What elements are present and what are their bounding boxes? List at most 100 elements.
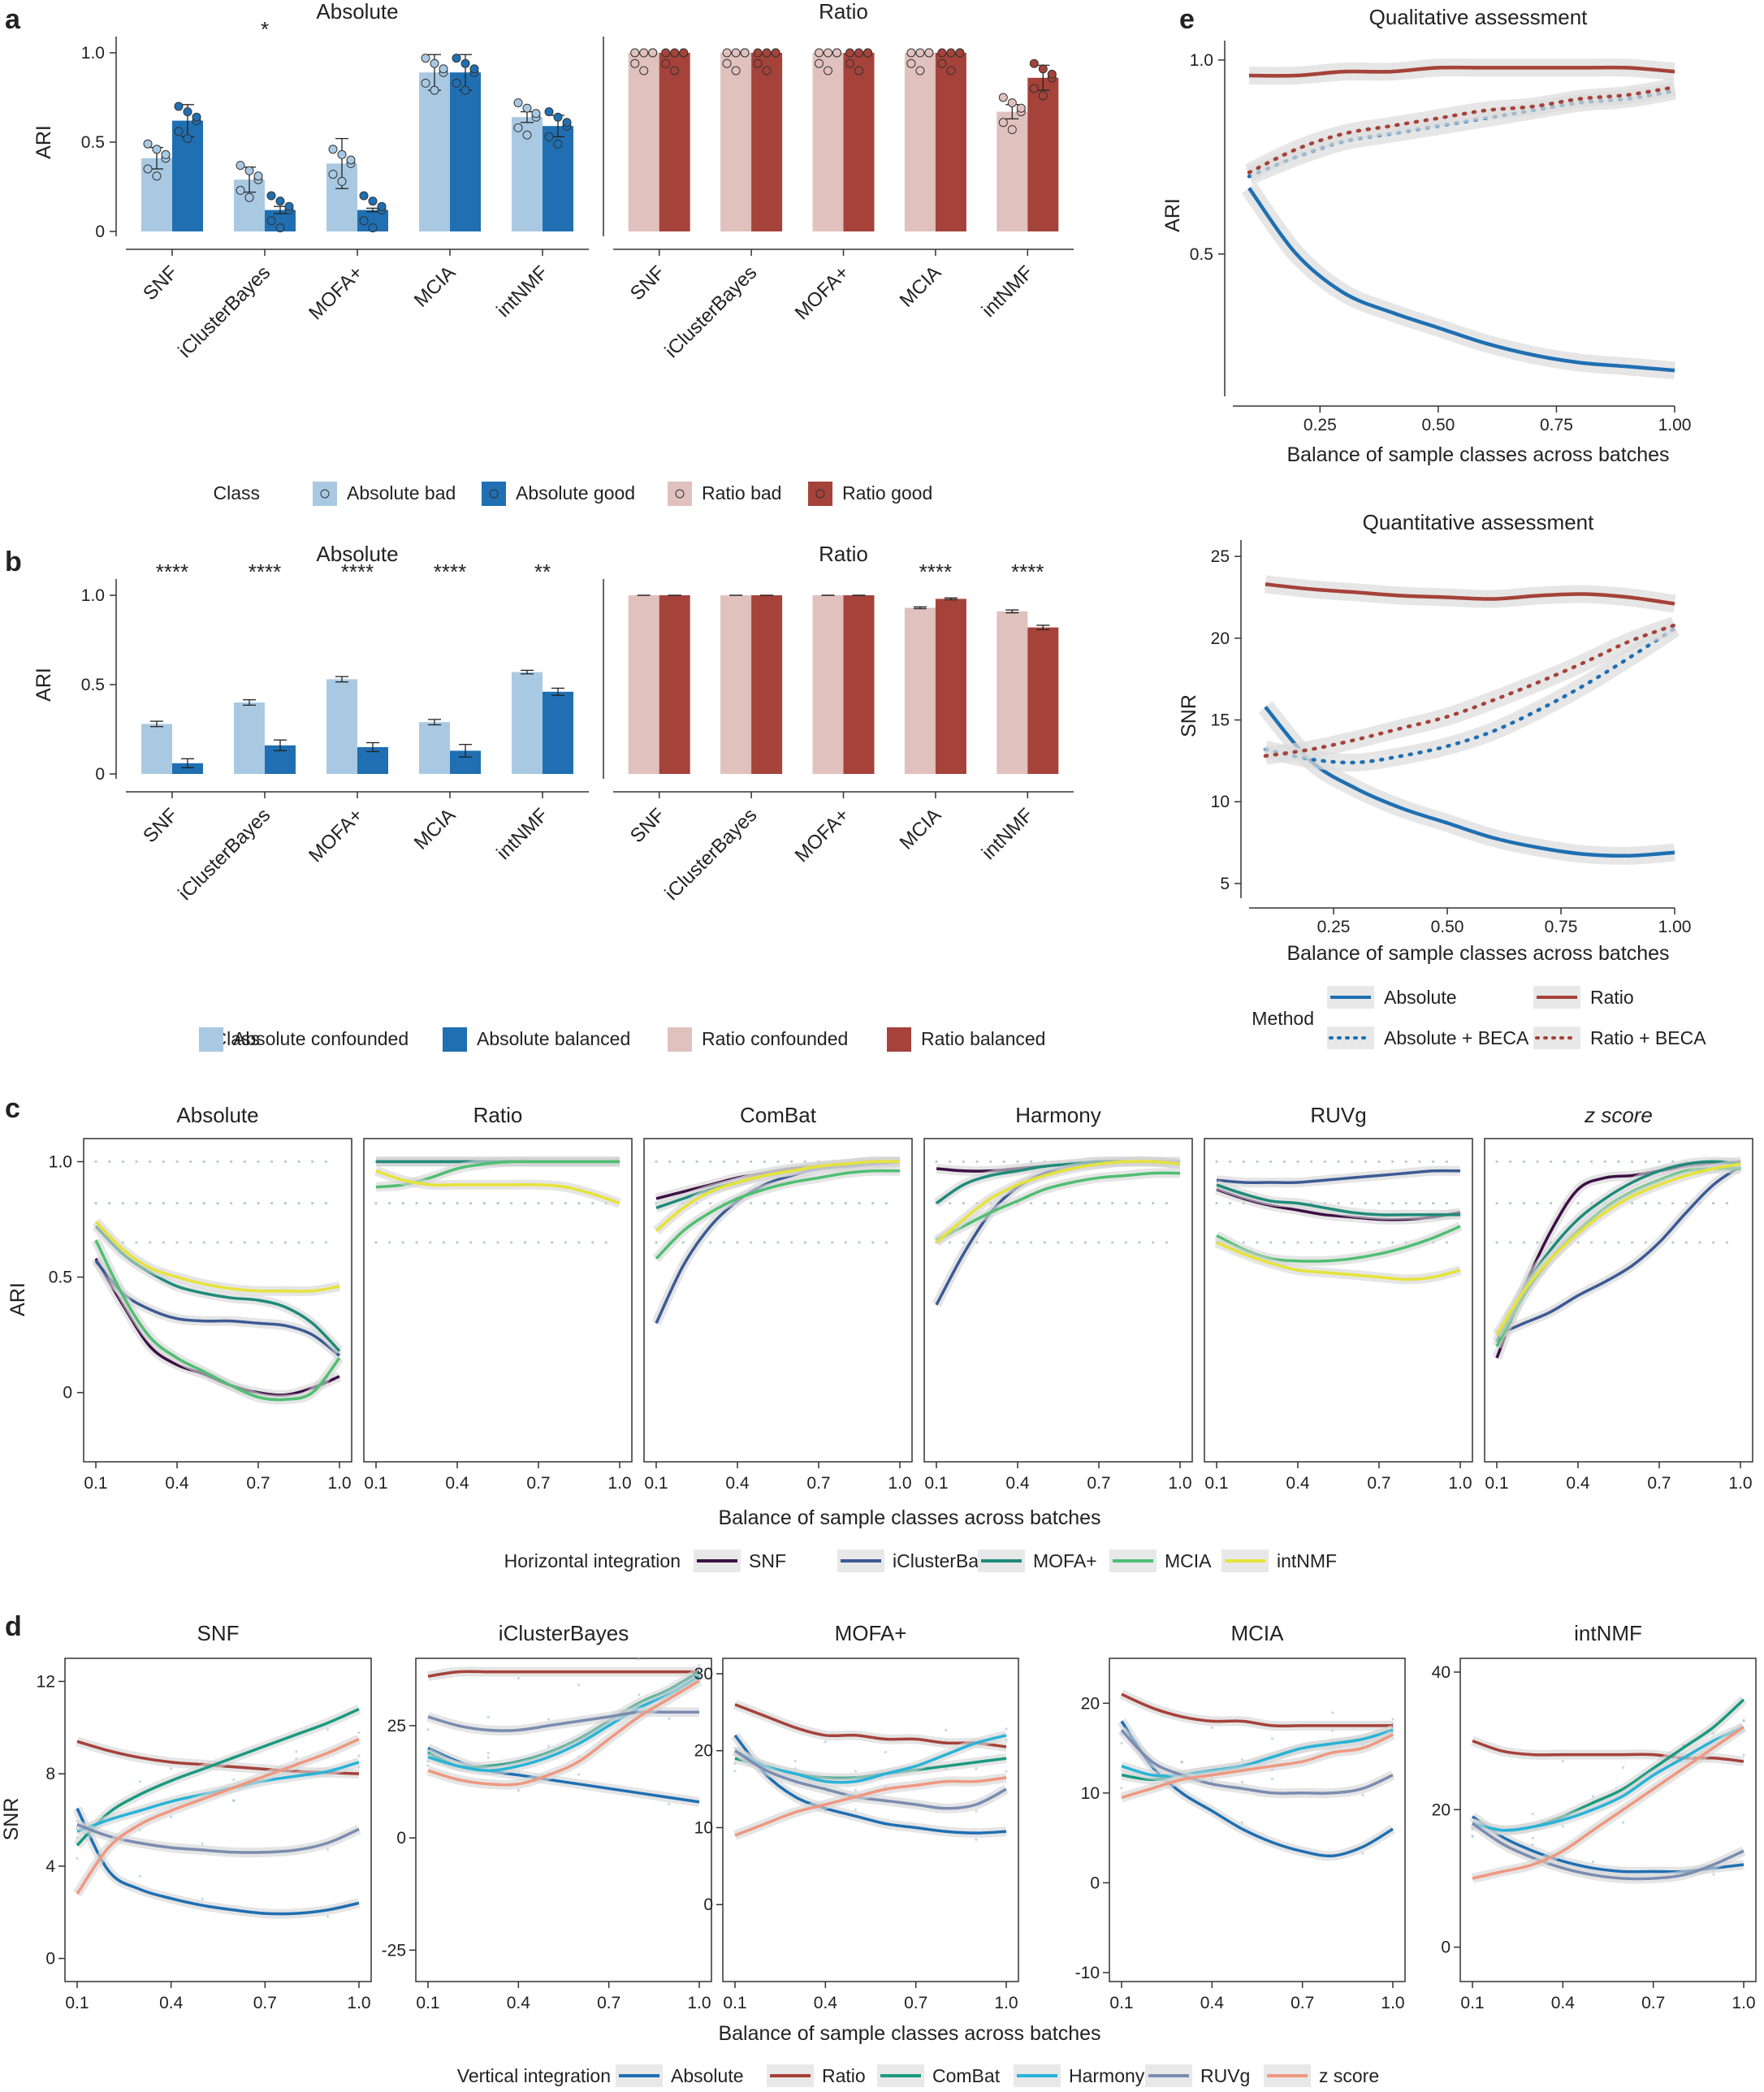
a-legend-label: Ratio good <box>842 482 932 504</box>
b-y-tick-label: 0.5 <box>81 676 105 694</box>
b-legend-swatch <box>199 1027 223 1052</box>
c-scatter-point <box>1671 1241 1675 1244</box>
e-series-line <box>1248 65 1675 78</box>
c-legend-label: MOFA+ <box>1033 1550 1097 1571</box>
d-scatter-point <box>638 1693 641 1697</box>
c-x-tick-label: 1.0 <box>888 1474 911 1493</box>
c-scatter-point <box>523 1241 526 1244</box>
d-scatter-point <box>547 1718 551 1721</box>
d-series-line <box>76 1707 360 1847</box>
c-scatter-point <box>1002 1160 1005 1164</box>
a-y-axis-label: ARI <box>32 125 55 159</box>
e-legend-label: Absolute + BECA <box>1384 1027 1529 1048</box>
a-data-point <box>937 58 947 68</box>
b-significance-label: **** <box>434 560 466 584</box>
c-x-tick-label: 1.0 <box>327 1474 351 1493</box>
a-data-point <box>1038 64 1048 74</box>
a-data-point <box>1029 58 1039 68</box>
c-scatter-point <box>1364 1202 1367 1205</box>
e-x-tick-label: 0.25 <box>1317 918 1351 936</box>
a-data-point <box>731 66 741 76</box>
c-scatter-point <box>1016 1241 1019 1244</box>
d-scatter-point <box>1621 1821 1625 1824</box>
d-y-tick-label: 10 <box>694 1818 713 1837</box>
a-bar <box>450 72 481 231</box>
a-bar <box>751 53 783 231</box>
d-series-line <box>76 1808 360 1916</box>
c-subplot-frame <box>1484 1138 1753 1463</box>
e-x-tick-label: 0.50 <box>1421 416 1455 434</box>
b-category-label: intNMF <box>978 804 1038 864</box>
b-bar <box>419 722 450 774</box>
c-scatter-point <box>283 1202 287 1205</box>
d-subplot-frame <box>722 1658 1019 1982</box>
c-scatter-point <box>975 1160 979 1164</box>
d-x-tick-label: 0.1 <box>65 1994 89 2012</box>
a-data-point <box>915 48 925 58</box>
c-scatter-point <box>1522 1202 1525 1205</box>
d-scatter-point <box>232 1799 236 1802</box>
a-data-point <box>1029 84 1039 93</box>
d-scatter-point <box>854 1770 858 1773</box>
d-series-line <box>734 1749 1007 1810</box>
c-subplot-frame <box>923 1138 1193 1463</box>
b-legend-swatch <box>668 1027 692 1052</box>
a-data-point <box>679 48 689 58</box>
c-scatter-point <box>311 1160 314 1164</box>
e-series-line <box>1247 187 1675 373</box>
d-scatter-point <box>884 1750 888 1754</box>
d-confidence-band <box>733 1700 1007 1752</box>
c-series-line <box>935 1160 1181 1244</box>
d-scatter-point <box>1240 1758 1244 1761</box>
d-subplot-title: MOFA+ <box>835 1621 907 1645</box>
e-series-line <box>1264 705 1675 858</box>
c-scatter-point <box>1550 1160 1553 1164</box>
c-scatter-point <box>1269 1160 1273 1164</box>
d-scatter-point <box>170 1767 173 1770</box>
a-data-point <box>924 48 934 58</box>
c-scatter-point <box>1310 1160 1313 1164</box>
d-scatter-point <box>668 1802 671 1805</box>
d-scatter-point <box>733 1747 737 1750</box>
b-legend-swatch <box>443 1027 467 1052</box>
a-legend-point <box>675 489 685 499</box>
a-data-point <box>722 48 732 58</box>
a-data-point <box>513 98 523 108</box>
d-x-tick-label: 0.1 <box>1460 1994 1484 2012</box>
d-scatter-point <box>326 1848 330 1851</box>
c-scatter-point <box>162 1241 165 1244</box>
a-data-point <box>762 48 772 58</box>
a-data-point <box>863 48 872 58</box>
d-series-line <box>1121 1733 1394 1800</box>
a-data-point <box>161 149 171 159</box>
c-scatter-point <box>1083 1202 1087 1205</box>
c-scatter-point <box>1576 1202 1580 1205</box>
c-x-tick-label: 1.0 <box>1448 1474 1472 1493</box>
d-scatter-point <box>201 1897 204 1900</box>
b-legend-label: Ratio confounded <box>702 1028 848 1049</box>
c-scatter-point <box>1445 1160 1448 1164</box>
c-x-tick-label: 0.7 <box>1647 1474 1671 1493</box>
b-significance-label: **** <box>249 560 281 584</box>
c-scatter-point <box>257 1160 260 1164</box>
e-y-axis-label: SNR <box>1178 694 1200 737</box>
a-bar <box>935 53 966 231</box>
c-scatter-point <box>962 1160 965 1164</box>
d-x-tick-label: 0.4 <box>507 1994 531 2012</box>
c-y-tick-label: 0.5 <box>49 1269 72 1287</box>
e-y-tick-label: 20 <box>1211 629 1230 648</box>
b-subplot-title-1: Ratio <box>819 542 868 566</box>
c-scatter-point <box>722 1160 725 1164</box>
a-data-point <box>522 130 532 140</box>
a-significance-label: * <box>261 17 269 41</box>
d-scatter-point <box>326 1727 330 1731</box>
c-scatter-point <box>311 1241 314 1244</box>
d-scatter-point <box>824 1740 827 1744</box>
c-scatter-point <box>1152 1241 1155 1244</box>
d-subplot-title: intNMF <box>1574 1621 1642 1645</box>
c-scatter-point <box>831 1202 834 1205</box>
a-data-point <box>639 48 649 58</box>
a-data-point <box>832 48 841 58</box>
c-x-tick-label: 0.7 <box>526 1474 550 1493</box>
d-scatter-point <box>1591 1795 1595 1798</box>
